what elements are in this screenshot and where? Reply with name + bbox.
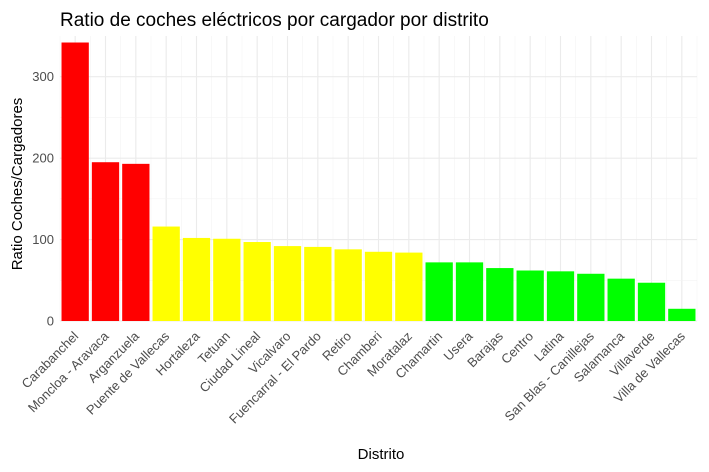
bar [213,238,241,321]
bar [182,237,211,321]
bar [91,162,120,321]
y-tick-label: 200 [32,151,54,166]
bar [364,251,393,321]
bar [122,163,150,321]
y-tick-label: 300 [32,69,54,84]
bar [304,246,332,321]
x-tick-label: Centro [498,329,536,367]
x-axis-title: Distrito [358,446,405,463]
bar [486,268,514,321]
bar [546,271,575,321]
chart-title: Ratio de coches eléctricos por cargador … [60,10,489,31]
bar [668,308,696,321]
y-tick-label: 0 [47,314,54,329]
bar [61,42,89,322]
bar [152,226,180,321]
bar [577,273,605,321]
y-axis-ticks: 0 100 200 300 [32,69,54,328]
bar [395,252,423,321]
bar [607,278,635,321]
bars [61,42,696,322]
y-axis-title: Ratio Coches/Cargadores [9,98,26,271]
bar [273,246,302,321]
bar [425,262,453,321]
bar [455,262,484,321]
bar [516,270,544,321]
bar [637,282,666,321]
y-tick-label: 100 [32,232,54,247]
bar [334,249,362,321]
bar [243,242,271,321]
